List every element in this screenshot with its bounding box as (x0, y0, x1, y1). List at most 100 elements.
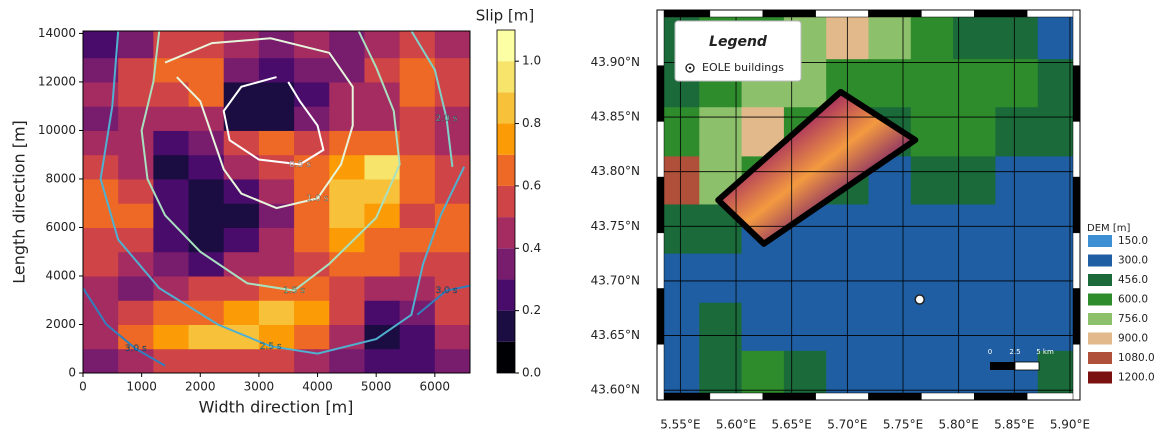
y-tick-label: 43.75°N (591, 219, 640, 233)
slip-cell (364, 130, 401, 156)
slip-cell (83, 31, 119, 59)
dem-cell (995, 302, 1039, 352)
slip-cell (434, 251, 470, 277)
slip-cell (258, 300, 295, 325)
frame-segment (656, 9, 711, 18)
dem-cell (953, 59, 996, 108)
slip-cell (434, 227, 470, 253)
slip-cell (294, 203, 330, 228)
slip-cell (153, 106, 190, 131)
slip-cell (153, 130, 190, 156)
colorbar-segment (497, 341, 515, 373)
dem-cell (995, 350, 1039, 400)
slip-cell (329, 106, 365, 131)
slip-cell (294, 154, 330, 180)
rupture-contour (164, 37, 354, 210)
slip-cell (364, 324, 401, 350)
scale-label: 2.5 (1009, 348, 1020, 356)
colorbar-segment (497, 217, 515, 249)
colorbar-segment (497, 154, 515, 186)
dem-cell (910, 302, 954, 352)
eole-building (914, 294, 925, 305)
dem-cell (741, 302, 785, 352)
dem-cell (783, 253, 827, 304)
slip-cell (118, 154, 154, 180)
dem-label: 756.0 (1118, 313, 1148, 325)
slip-cell (329, 154, 365, 180)
slip-cell (83, 227, 119, 253)
slip-cell (223, 251, 260, 277)
contour-label: 1.5 s (283, 286, 305, 296)
rupture-contour (222, 76, 325, 166)
slip-cell (294, 81, 330, 107)
frame-segment (762, 392, 816, 401)
slip-cell (294, 57, 330, 83)
frame-segment (868, 392, 922, 401)
y-tick-label: 43.85°N (591, 110, 640, 124)
slip-cell (153, 324, 190, 350)
slip-cell (364, 251, 401, 277)
x-tick-label: 5.80°E (939, 418, 979, 432)
slip-cell (399, 31, 436, 59)
slip-cell (329, 324, 365, 350)
y-axis-label: Length direction [m] (10, 120, 29, 284)
slip-cell (83, 57, 119, 83)
dem-cell (741, 253, 785, 304)
dem-cell (995, 156, 1039, 205)
slip-cell (434, 130, 470, 156)
slip-cell (118, 203, 154, 228)
rupture-contour (410, 31, 454, 167)
slip-cell (258, 81, 295, 107)
frame-segment (656, 65, 665, 122)
slip-cell (399, 130, 436, 156)
colorbar-tick-label: 0.0 (522, 366, 541, 380)
slip-cell (118, 324, 154, 350)
slip-cell (399, 227, 436, 253)
slip-cell (329, 348, 365, 373)
colorbar-tick-label: 1.0 (522, 54, 541, 68)
slip-cell (399, 178, 436, 204)
colorbar-title: Slip [m] (476, 7, 534, 25)
frame-segment (974, 9, 1028, 18)
slip-cell (258, 203, 295, 228)
dem-cell (699, 107, 743, 157)
frame-segment (656, 344, 665, 401)
slip-cell (294, 275, 330, 301)
frame-segment (868, 9, 922, 18)
colorbar-segment (497, 61, 515, 93)
slip-cell (118, 106, 154, 131)
slip-cell (258, 130, 295, 156)
legend-title: Legend (709, 34, 768, 50)
slip-cell (223, 130, 260, 156)
slip-cell (364, 178, 401, 204)
slip-cell (258, 348, 295, 373)
slip-cell (434, 324, 470, 350)
dem-cell (953, 253, 996, 304)
frame-segment (709, 392, 763, 401)
frame-segment (1026, 9, 1081, 18)
contour-label: 2.0 s (436, 114, 458, 124)
y-tick-label: 14000 (38, 26, 76, 40)
dem-cell (783, 350, 827, 400)
slip-cell (83, 324, 119, 350)
slip-cell (188, 300, 225, 325)
slip-cell (223, 178, 260, 204)
fault-plane (715, 88, 919, 247)
slip-cell (294, 227, 330, 253)
dem-cell (995, 204, 1039, 255)
slip-cell (118, 251, 154, 277)
slip-cell (83, 300, 119, 325)
slip-cell (399, 106, 436, 131)
x-tick-label: 5.65°E (772, 418, 812, 432)
slip-cell (329, 227, 365, 253)
dem-label: 300.0 (1118, 255, 1148, 267)
slip-cell (223, 227, 260, 253)
dem-cell (953, 350, 996, 400)
slip-cell (434, 300, 470, 325)
slip-cell (83, 130, 119, 156)
colorbar-segment (497, 248, 515, 280)
slip-cell (364, 81, 401, 107)
slip-cell (118, 31, 154, 59)
frame-segment (709, 9, 763, 18)
y-tick-label: 43.70°N (591, 273, 640, 287)
